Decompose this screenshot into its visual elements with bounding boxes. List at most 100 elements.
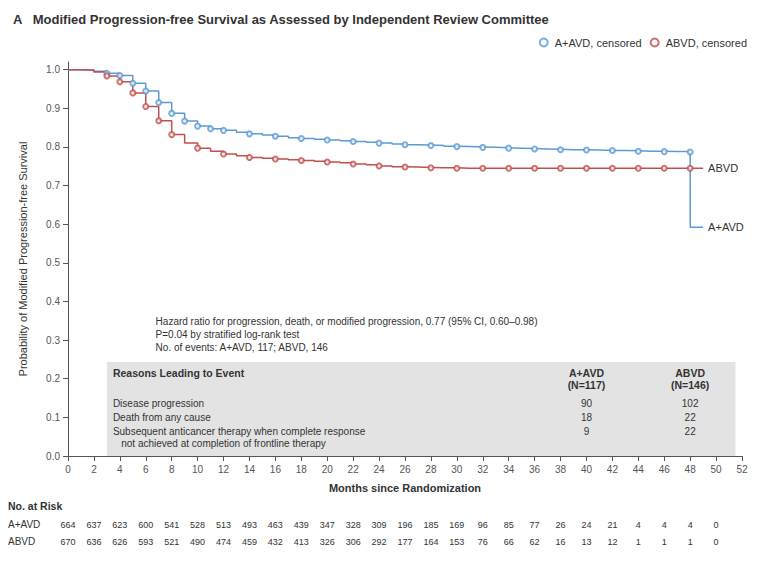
svg-text:21: 21 <box>607 520 617 530</box>
svg-text:0.2: 0.2 <box>46 373 60 384</box>
svg-text:1: 1 <box>636 537 641 547</box>
svg-text:24: 24 <box>374 464 386 475</box>
svg-text:593: 593 <box>138 537 153 547</box>
svg-text:Disease progression: Disease progression <box>113 398 204 409</box>
svg-text:66: 66 <box>504 537 514 547</box>
svg-text:No. at Risk: No. at Risk <box>8 500 62 512</box>
svg-text:528: 528 <box>190 520 205 530</box>
svg-text:0: 0 <box>65 464 71 475</box>
svg-text:459: 459 <box>242 537 257 547</box>
svg-text:14: 14 <box>244 464 256 475</box>
svg-text:463: 463 <box>268 520 283 530</box>
svg-text:96: 96 <box>478 520 488 530</box>
svg-text:2: 2 <box>91 464 97 475</box>
svg-text:328: 328 <box>346 520 361 530</box>
svg-text:26: 26 <box>399 464 411 475</box>
svg-text:600: 600 <box>138 520 153 530</box>
svg-text:1: 1 <box>662 537 667 547</box>
svg-text:196: 196 <box>397 520 412 530</box>
svg-text:A+AVD: A+AVD <box>8 519 40 530</box>
svg-text:10: 10 <box>192 464 204 475</box>
svg-text:0: 0 <box>714 520 719 530</box>
svg-text:513: 513 <box>216 520 231 530</box>
svg-text:4: 4 <box>662 520 667 530</box>
svg-text:636: 636 <box>86 537 101 547</box>
svg-text:4: 4 <box>688 520 693 530</box>
svg-text:164: 164 <box>423 537 438 547</box>
svg-text:52: 52 <box>736 464 748 475</box>
svg-text:4: 4 <box>117 464 123 475</box>
svg-text:62: 62 <box>530 537 540 547</box>
svg-text:306: 306 <box>346 537 361 547</box>
svg-text:1: 1 <box>688 537 693 547</box>
svg-text:490: 490 <box>190 537 205 547</box>
svg-text:77: 77 <box>530 520 540 530</box>
svg-text:292: 292 <box>372 537 387 547</box>
svg-text:No. of events: A+AVD, 117; ABV: No. of events: A+AVD, 117; ABVD, 146 <box>156 342 329 353</box>
svg-text:50: 50 <box>711 464 723 475</box>
svg-text:626: 626 <box>112 537 127 547</box>
svg-text:0: 0 <box>714 537 719 547</box>
svg-text:34: 34 <box>503 464 515 475</box>
svg-text:153: 153 <box>449 537 464 547</box>
svg-text:90: 90 <box>581 398 593 409</box>
svg-text:177: 177 <box>397 537 412 547</box>
svg-text:413: 413 <box>294 537 309 547</box>
svg-text:24: 24 <box>581 520 591 530</box>
svg-text:541: 541 <box>164 520 179 530</box>
svg-text:22: 22 <box>685 412 697 423</box>
svg-text:521: 521 <box>164 537 179 547</box>
svg-text:44: 44 <box>633 464 645 475</box>
svg-text:0.8: 0.8 <box>46 141 60 152</box>
svg-text:637: 637 <box>86 520 101 530</box>
svg-text:169: 169 <box>449 520 464 530</box>
svg-text:36: 36 <box>529 464 541 475</box>
svg-text:46: 46 <box>659 464 671 475</box>
svg-text:20: 20 <box>322 464 334 475</box>
svg-text:0.1: 0.1 <box>46 412 60 423</box>
svg-text:102: 102 <box>682 398 699 409</box>
svg-text:ABVD, censored: ABVD, censored <box>666 37 747 49</box>
svg-text:76: 76 <box>478 537 488 547</box>
svg-text:28: 28 <box>425 464 437 475</box>
svg-text:474: 474 <box>216 537 231 547</box>
svg-text:432: 432 <box>268 537 283 547</box>
svg-text:347: 347 <box>320 520 335 530</box>
svg-text:18: 18 <box>581 412 593 423</box>
svg-text:0.4: 0.4 <box>46 296 60 307</box>
svg-text:A+AVD, censored: A+AVD, censored <box>555 37 642 49</box>
svg-text:18: 18 <box>296 464 308 475</box>
svg-text:40: 40 <box>581 464 593 475</box>
svg-text:22: 22 <box>348 464 360 475</box>
svg-text:ABVD: ABVD <box>8 536 35 547</box>
svg-text:12: 12 <box>607 537 617 547</box>
svg-text:326: 326 <box>320 537 335 547</box>
svg-text:26: 26 <box>556 520 566 530</box>
svg-text:493: 493 <box>242 520 257 530</box>
svg-text:664: 664 <box>60 520 75 530</box>
svg-text:Hazard ratio for progression,: Hazard ratio for progression, death, or … <box>156 316 538 327</box>
svg-text:P=0.04 by stratified log-rank: P=0.04 by stratified log-rank test <box>156 329 300 340</box>
svg-text:(N=117): (N=117) <box>568 379 606 391</box>
svg-text:(N=146): (N=146) <box>671 379 709 391</box>
svg-text:185: 185 <box>423 520 438 530</box>
svg-text:0.5: 0.5 <box>46 257 60 268</box>
svg-text:4: 4 <box>636 520 641 530</box>
svg-text:85: 85 <box>504 520 514 530</box>
svg-text:48: 48 <box>685 464 697 475</box>
svg-text:ABVD: ABVD <box>675 367 705 379</box>
svg-text:0.9: 0.9 <box>46 103 60 114</box>
svg-text:439: 439 <box>294 520 309 530</box>
svg-text:30: 30 <box>451 464 463 475</box>
svg-text:Reasons Leading to Event: Reasons Leading to Event <box>113 367 245 379</box>
svg-text:A Modified Progression-free: A Modified Progression-free Survival as … <box>13 12 549 27</box>
svg-text:not achieved at completion of: not achieved at completion of frontline … <box>113 438 326 449</box>
svg-text:A+AVD: A+AVD <box>569 367 605 379</box>
svg-text:Death from any cause: Death from any cause <box>113 412 211 423</box>
svg-text:12: 12 <box>218 464 230 475</box>
svg-text:16: 16 <box>556 537 566 547</box>
svg-text:0.6: 0.6 <box>46 219 60 230</box>
svg-text:ABVD: ABVD <box>708 162 738 174</box>
svg-text:42: 42 <box>607 464 619 475</box>
svg-text:0.7: 0.7 <box>46 180 60 191</box>
